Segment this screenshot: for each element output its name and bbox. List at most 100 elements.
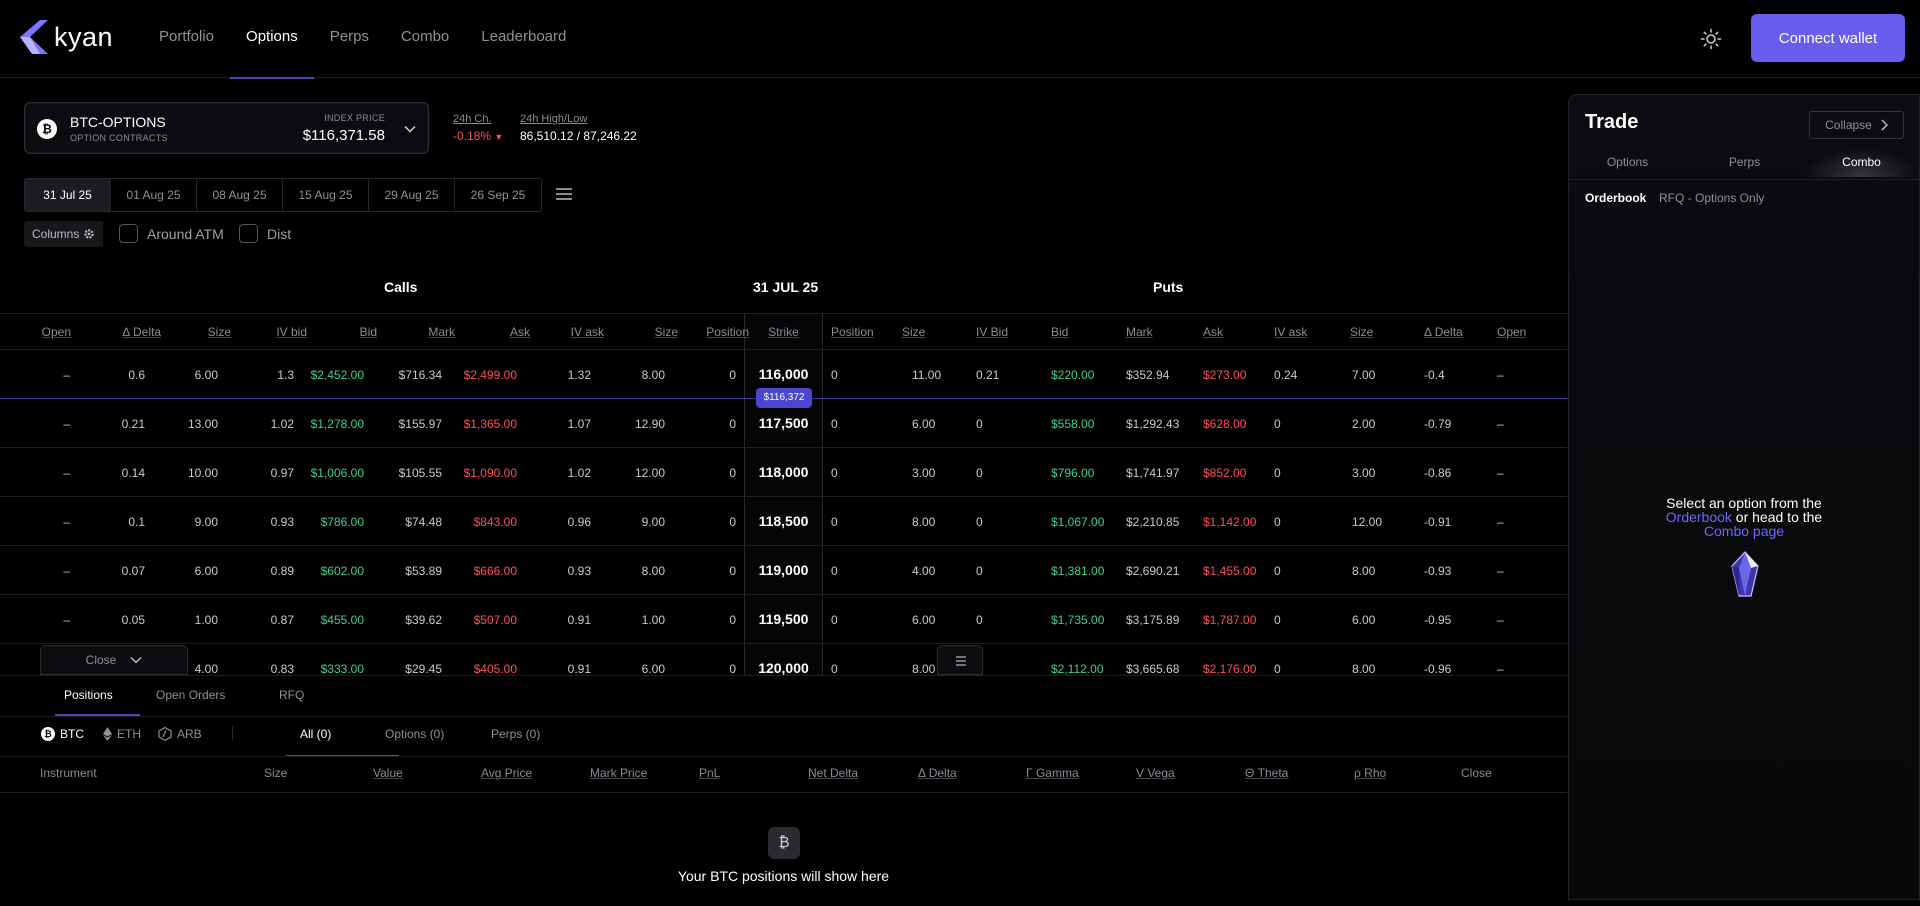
put-cell[interactable]: 4.00: [912, 564, 936, 578]
call-cell[interactable]: $2,452.00: [310, 368, 364, 382]
call-cell[interactable]: $786.00: [320, 515, 364, 529]
call-cell[interactable]: 1.3: [277, 368, 294, 382]
column-header[interactable]: Ask: [509, 325, 530, 339]
column-header[interactable]: Close: [1461, 766, 1492, 780]
kyan-logo[interactable]: kyan: [18, 18, 113, 56]
put-cell[interactable]: 2.00: [1352, 417, 1376, 431]
put-cell[interactable]: $2,176.00: [1203, 662, 1257, 675]
call-cell[interactable]: $1,365.00: [463, 417, 517, 431]
call-cell[interactable]: 0.89: [270, 564, 294, 578]
call-cell[interactable]: 9.00: [194, 515, 218, 529]
asset-btc[interactable]: ₿ BTC: [41, 727, 84, 741]
column-header[interactable]: Instrument: [40, 766, 97, 780]
call-cell[interactable]: 1.07: [567, 417, 591, 431]
expiry-tab[interactable]: 29 Aug 25: [369, 179, 455, 211]
call-cell[interactable]: 0.93: [567, 564, 591, 578]
call-cell[interactable]: $155.97: [398, 417, 442, 431]
tab-open-orders[interactable]: Open Orders: [156, 688, 226, 702]
table-row[interactable]: 4.00 0.83 $333.00 $29.45 $405.00 0.91 6.00 0 120…: [0, 644, 1567, 675]
tab-rfq[interactable]: RFQ: [279, 688, 305, 702]
call-cell[interactable]: 13.00: [187, 417, 218, 431]
put-cell[interactable]: –: [1497, 466, 1504, 480]
put-cell[interactable]: –: [1497, 417, 1504, 431]
put-cell[interactable]: 12.00: [1352, 515, 1383, 529]
column-header[interactable]: Size: [654, 325, 678, 339]
tab-positions[interactable]: Positions: [64, 688, 113, 702]
put-cell[interactable]: 8.00: [912, 662, 936, 675]
nav-combo[interactable]: Combo: [400, 28, 450, 45]
column-header[interactable]: Avg Price: [481, 766, 533, 780]
column-header[interactable]: Position: [706, 325, 749, 339]
call-cell[interactable]: –: [63, 515, 70, 529]
filter-perps[interactable]: Perps (0): [491, 727, 541, 741]
asset-arb[interactable]: ARB: [158, 727, 202, 741]
put-cell[interactable]: 0: [976, 515, 983, 529]
call-cell[interactable]: 1.00: [194, 613, 218, 627]
table-row[interactable]: – 0.05 1.00 0.87 $455.00 $39.62 $507.00 0.91 1.0…: [0, 595, 1567, 644]
expiry-tab[interactable]: 08 Aug 25: [197, 179, 283, 211]
put-cell[interactable]: $1,381.00: [1051, 564, 1105, 578]
around-atm-checkbox[interactable]: [119, 224, 138, 243]
column-header[interactable]: IV ask: [570, 325, 604, 339]
column-header[interactable]: Size: [207, 325, 231, 339]
put-cell[interactable]: 6.00: [1352, 613, 1376, 627]
call-cell[interactable]: 1.02: [270, 417, 294, 431]
call-cell[interactable]: 0.91: [567, 662, 591, 675]
filter-options[interactable]: Options (0): [385, 727, 445, 741]
call-cell[interactable]: $2,499.00: [463, 368, 517, 382]
connect-wallet-button[interactable]: Connect wallet: [1751, 14, 1905, 62]
put-cell[interactable]: 0: [1274, 417, 1281, 431]
call-cell[interactable]: $602.00: [320, 564, 364, 578]
put-cell[interactable]: $1,787.00: [1203, 613, 1257, 627]
call-cell[interactable]: 0.91: [567, 613, 591, 627]
call-cell[interactable]: $405.00: [473, 662, 517, 675]
put-cell[interactable]: –: [1497, 662, 1504, 675]
call-cell[interactable]: 9.00: [641, 515, 665, 529]
column-header[interactable]: Ask: [1203, 325, 1224, 339]
call-cell[interactable]: $1,278.00: [310, 417, 364, 431]
put-cell[interactable]: 0: [831, 466, 838, 480]
call-cell[interactable]: $53.89: [405, 564, 442, 578]
put-cell[interactable]: $1,455.00: [1203, 564, 1257, 578]
call-cell[interactable]: 10.00: [187, 466, 218, 480]
put-cell[interactable]: $2,112.00: [1051, 662, 1104, 675]
table-row[interactable]: – 0.21 13.00 1.02 $1,278.00 $155.97 $1,365.00 1…: [0, 399, 1567, 448]
put-cell[interactable]: -0.93: [1424, 564, 1452, 578]
put-cell[interactable]: $1,741.97: [1126, 466, 1180, 480]
put-cell[interactable]: $2,690.21: [1126, 564, 1180, 578]
call-cell[interactable]: 0.1: [128, 515, 145, 529]
column-header[interactable]: Value: [373, 766, 403, 780]
nav-perps[interactable]: Perps: [329, 28, 369, 45]
expiry-menu-icon[interactable]: [555, 186, 573, 202]
put-cell[interactable]: 0: [831, 564, 838, 578]
columns-button[interactable]: Columns: [24, 221, 104, 247]
put-cell[interactable]: 8.00: [912, 515, 936, 529]
column-header[interactable]: Bid: [359, 325, 377, 339]
expiry-tab[interactable]: 31 Jul 25: [25, 179, 111, 211]
put-cell[interactable]: -0.95: [1424, 613, 1452, 627]
nav-options[interactable]: Options: [230, 0, 314, 79]
column-header[interactable]: Δ Delta: [1424, 325, 1463, 339]
call-cell[interactable]: 8.00: [641, 564, 665, 578]
call-cell[interactable]: 0.21: [121, 417, 145, 431]
call-cell[interactable]: 0: [729, 662, 736, 675]
call-cell[interactable]: 4.00: [194, 662, 218, 675]
put-cell[interactable]: 0: [976, 564, 983, 578]
trade-tab-combo[interactable]: Combo: [1842, 155, 1881, 169]
call-cell[interactable]: 0.14: [121, 466, 145, 480]
call-cell[interactable]: 8.00: [641, 368, 665, 382]
put-cell[interactable]: 0: [831, 417, 838, 431]
put-cell[interactable]: -0.4: [1424, 368, 1445, 382]
call-cell[interactable]: –: [63, 613, 70, 627]
column-header[interactable]: Size: [264, 766, 288, 780]
call-cell[interactable]: 1.00: [641, 613, 665, 627]
trade-tab-options[interactable]: Options: [1606, 155, 1649, 169]
column-header[interactable]: IV ask: [1274, 325, 1308, 339]
call-cell[interactable]: 0: [729, 613, 736, 627]
put-cell[interactable]: –: [1497, 613, 1504, 627]
column-header[interactable]: Mark: [428, 325, 455, 339]
call-cell[interactable]: $105.55: [398, 466, 442, 480]
put-cell[interactable]: 0: [1274, 613, 1281, 627]
filter-all[interactable]: All (0): [300, 727, 332, 741]
put-cell[interactable]: 0.24: [1274, 368, 1298, 382]
